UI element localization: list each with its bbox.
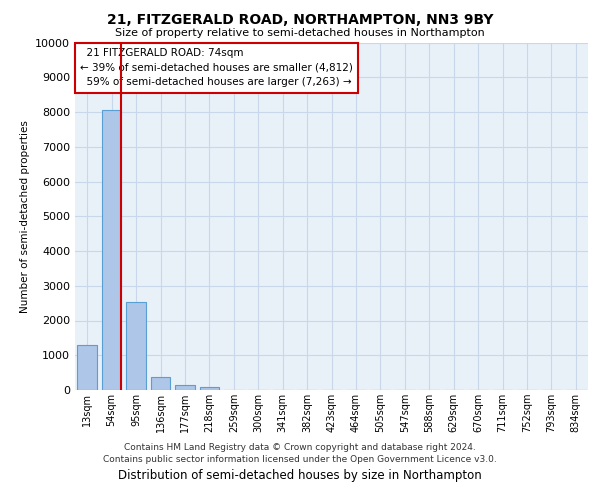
Text: 21 FITZGERALD ROAD: 74sqm
← 39% of semi-detached houses are smaller (4,812)
  59: 21 FITZGERALD ROAD: 74sqm ← 39% of semi-…	[80, 48, 353, 88]
Text: 21, FITZGERALD ROAD, NORTHAMPTON, NN3 9BY: 21, FITZGERALD ROAD, NORTHAMPTON, NN3 9B…	[107, 12, 493, 26]
Bar	[175, 385, 194, 390]
Text: Contains public sector information licensed under the Open Government Licence v3: Contains public sector information licen…	[103, 454, 497, 464]
Text: Distribution of semi-detached houses by size in Northampton: Distribution of semi-detached houses by …	[118, 470, 482, 482]
Bar	[151, 377, 170, 390]
Bar	[200, 387, 219, 390]
Text: Size of property relative to semi-detached houses in Northampton: Size of property relative to semi-detach…	[115, 28, 485, 38]
Bar	[77, 345, 97, 390]
Bar	[102, 110, 121, 390]
Y-axis label: Number of semi-detached properties: Number of semi-detached properties	[20, 120, 29, 312]
Text: Contains HM Land Registry data © Crown copyright and database right 2024.: Contains HM Land Registry data © Crown c…	[124, 444, 476, 452]
Bar	[127, 302, 146, 390]
